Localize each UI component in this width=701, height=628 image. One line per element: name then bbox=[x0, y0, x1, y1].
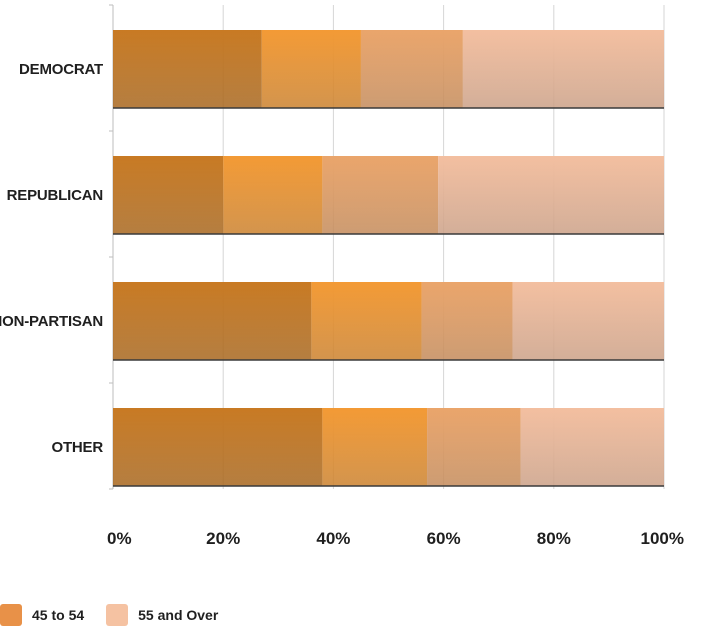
legend-label-45-to-54: 45 to 54 bbox=[32, 607, 85, 623]
x-tick-label-3: 60% bbox=[427, 529, 461, 548]
bar-non-partisan-shading bbox=[113, 282, 664, 360]
legend-swatch-45-to-54 bbox=[0, 604, 22, 626]
legend-item-45-to-54: 45 to 54 bbox=[0, 604, 84, 626]
x-tick-label-0: 0% bbox=[107, 529, 132, 548]
category-label-other: OTHER bbox=[51, 439, 103, 456]
legend-label-55-and-over: 55 and Over bbox=[138, 607, 219, 623]
bar-other-shading bbox=[113, 408, 664, 486]
category-label-republican: REPUBLICAN bbox=[7, 187, 103, 204]
category-label-democrat: DEMOCRAT bbox=[19, 61, 103, 78]
bar-democrat-shading bbox=[113, 30, 664, 108]
bar-republican-shading bbox=[113, 156, 664, 234]
category-label-non-partisan: NON-PARTISAN bbox=[0, 313, 103, 330]
x-tick-label-4: 80% bbox=[537, 529, 571, 548]
x-tick-label-2: 40% bbox=[316, 529, 350, 548]
chart-legend: 45 to 54 55 and Over bbox=[0, 604, 218, 626]
legend-swatch-55-and-over bbox=[106, 604, 129, 626]
chart-canvas: DEMOCRAT REPUBLICAN NON-PARTISAN OTHER 0% 20%… bbox=[0, 4, 684, 548]
x-tick-label-1: 20% bbox=[206, 529, 240, 548]
x-tick-label-5: 100% bbox=[641, 529, 684, 548]
legend-item-55-and-over: 55 and Over bbox=[106, 604, 218, 626]
